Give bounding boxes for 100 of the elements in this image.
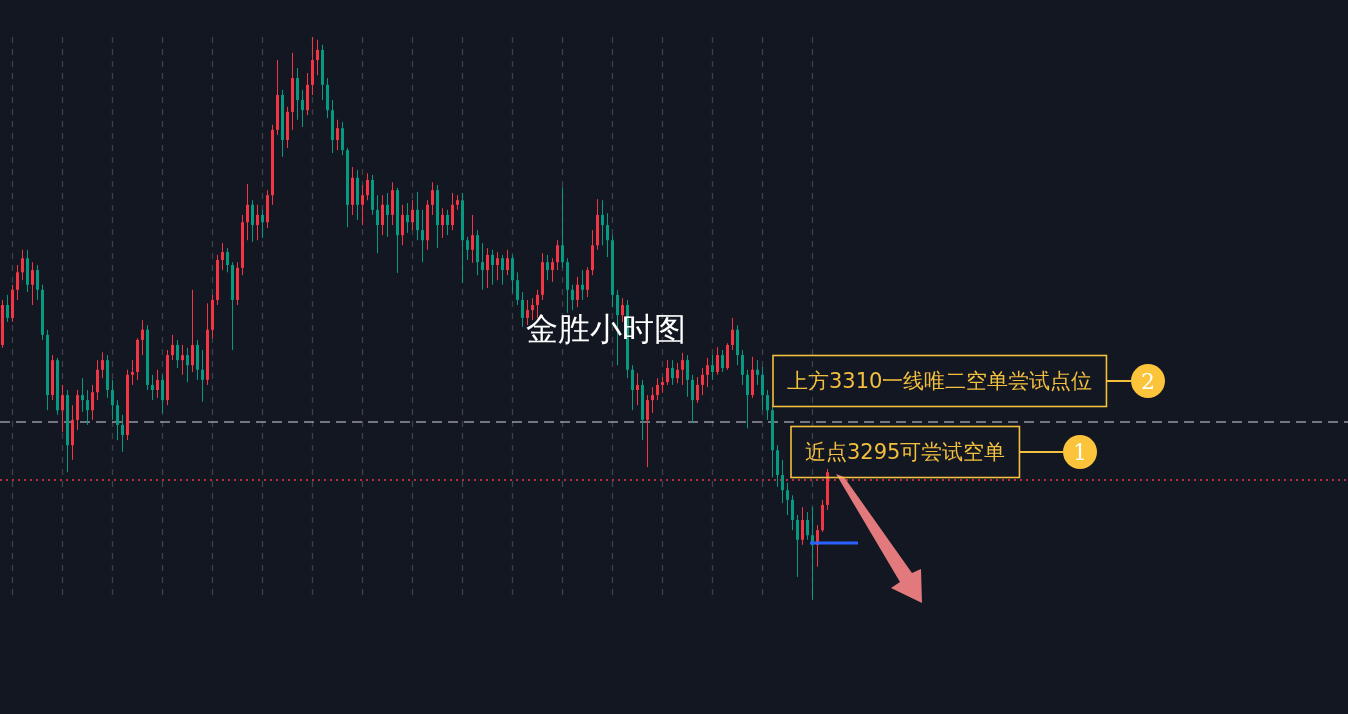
candlestick (681, 352, 684, 386)
candlestick (186, 347, 189, 383)
candlestick (151, 374, 154, 401)
candlestick (691, 374, 694, 424)
candlestick (111, 379, 114, 421)
candlestick (586, 266, 589, 298)
candlestick (191, 289, 194, 373)
candlestick (161, 374, 164, 414)
candlestick (546, 254, 549, 281)
candlestick (131, 359, 134, 386)
candlestick (401, 204, 404, 246)
candlestick (556, 239, 559, 271)
candlestick (91, 384, 94, 421)
candlestick (726, 342, 729, 371)
candlestick (671, 359, 674, 386)
candlestick (471, 214, 474, 264)
candlestick (601, 199, 604, 246)
candlestick (756, 359, 759, 386)
candlestick (101, 351, 104, 379)
candlestick (251, 199, 254, 243)
candlestick (86, 389, 89, 426)
candlestick (696, 376, 699, 404)
candlestick (96, 359, 99, 401)
candlestick (411, 199, 414, 231)
candlestick (631, 364, 634, 411)
candlestick (156, 369, 159, 399)
candlestick (261, 209, 264, 239)
candlestick (551, 257, 554, 283)
candlestick (451, 192, 454, 231)
candlestick (296, 67, 299, 121)
candlestick (676, 362, 679, 384)
candlestick (141, 319, 144, 356)
candlestick (116, 399, 119, 441)
candlestick (511, 254, 514, 294)
candlestick (651, 386, 654, 414)
candlestick (721, 349, 724, 373)
candlestick (376, 194, 379, 254)
candlestick (766, 389, 769, 421)
candlestick (526, 299, 529, 326)
candlestick (666, 359, 669, 386)
candlestick (646, 394, 649, 468)
candlestick (21, 249, 24, 281)
candlestick (61, 384, 64, 433)
candlestick (481, 242, 484, 291)
candlestick (31, 261, 34, 306)
candlestick (36, 264, 39, 301)
candlestick (16, 264, 19, 301)
candlestick (201, 349, 204, 403)
candlestick (421, 209, 424, 263)
candlestick (606, 212, 609, 258)
annotation: 上方3310一线唯二空单尝试点位 (787, 369, 1093, 393)
candlestick (386, 192, 389, 238)
candlestick (781, 459, 784, 504)
candlestick (6, 294, 9, 323)
candlestick (171, 334, 174, 361)
candlestick (786, 482, 789, 516)
candlestick (246, 183, 249, 241)
text: 2 (1141, 368, 1155, 394)
candlestick (576, 276, 579, 308)
candlestick (746, 369, 749, 429)
candlestick (636, 372, 639, 406)
candlestick (176, 339, 179, 369)
candlestick (301, 89, 304, 128)
candlestick (496, 251, 499, 281)
candlestick (406, 202, 409, 234)
candlestick (316, 39, 319, 76)
text: 1 (1073, 439, 1087, 465)
candlestick (711, 354, 714, 381)
candlestick (701, 367, 704, 396)
candlestick (431, 181, 434, 216)
candlestick (336, 119, 339, 151)
candlestick (806, 511, 809, 541)
candlestick (656, 377, 659, 401)
candlestick (571, 284, 574, 311)
candlestick (731, 317, 734, 351)
candlestick (466, 236, 469, 261)
candlestick (181, 344, 184, 376)
candlestick (791, 494, 794, 531)
candlestick (381, 194, 384, 236)
candlestick (256, 204, 259, 241)
candlestick (441, 207, 444, 239)
candlestick (501, 254, 504, 286)
candlestick (761, 366, 764, 411)
candlestick (741, 349, 744, 386)
candlestick (226, 247, 229, 273)
candlestick (486, 247, 489, 289)
candlestick (366, 172, 369, 201)
candlestick (581, 269, 584, 301)
candlestick (686, 354, 689, 398)
candlestick (521, 291, 524, 328)
candlestick (716, 346, 719, 376)
candlestick (516, 271, 519, 306)
candlestick (506, 249, 509, 276)
candlestick (801, 506, 804, 546)
candlestick (341, 121, 344, 156)
candlestick (561, 186, 564, 269)
candlestick (221, 242, 224, 271)
candlestick (491, 249, 494, 286)
candlestick (706, 357, 709, 388)
candlestick (796, 514, 799, 578)
